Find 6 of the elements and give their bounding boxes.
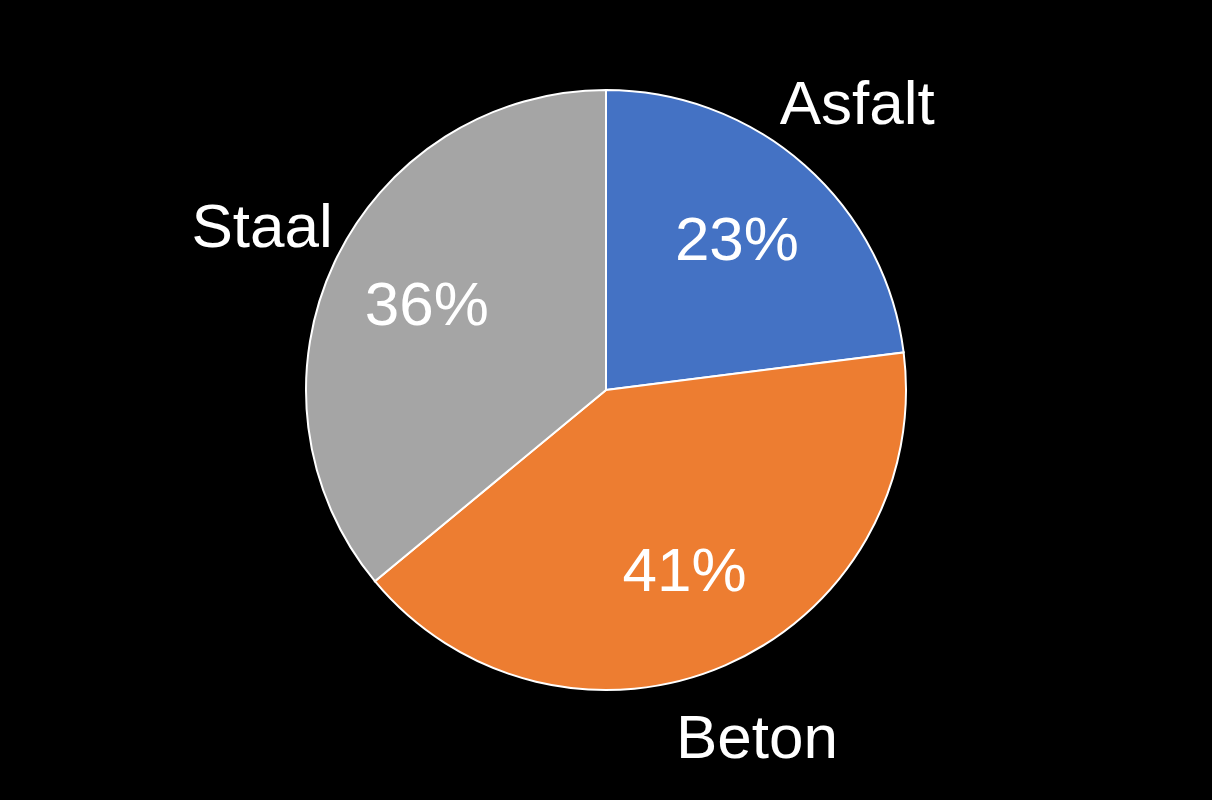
slice-label: Beton (675, 701, 838, 771)
data-label: 41% (622, 534, 747, 604)
data-label: 23% (674, 204, 799, 274)
data-label: 36% (364, 268, 489, 338)
slice-label: Asfalt (779, 67, 935, 137)
slice-label: Staal (191, 191, 333, 261)
